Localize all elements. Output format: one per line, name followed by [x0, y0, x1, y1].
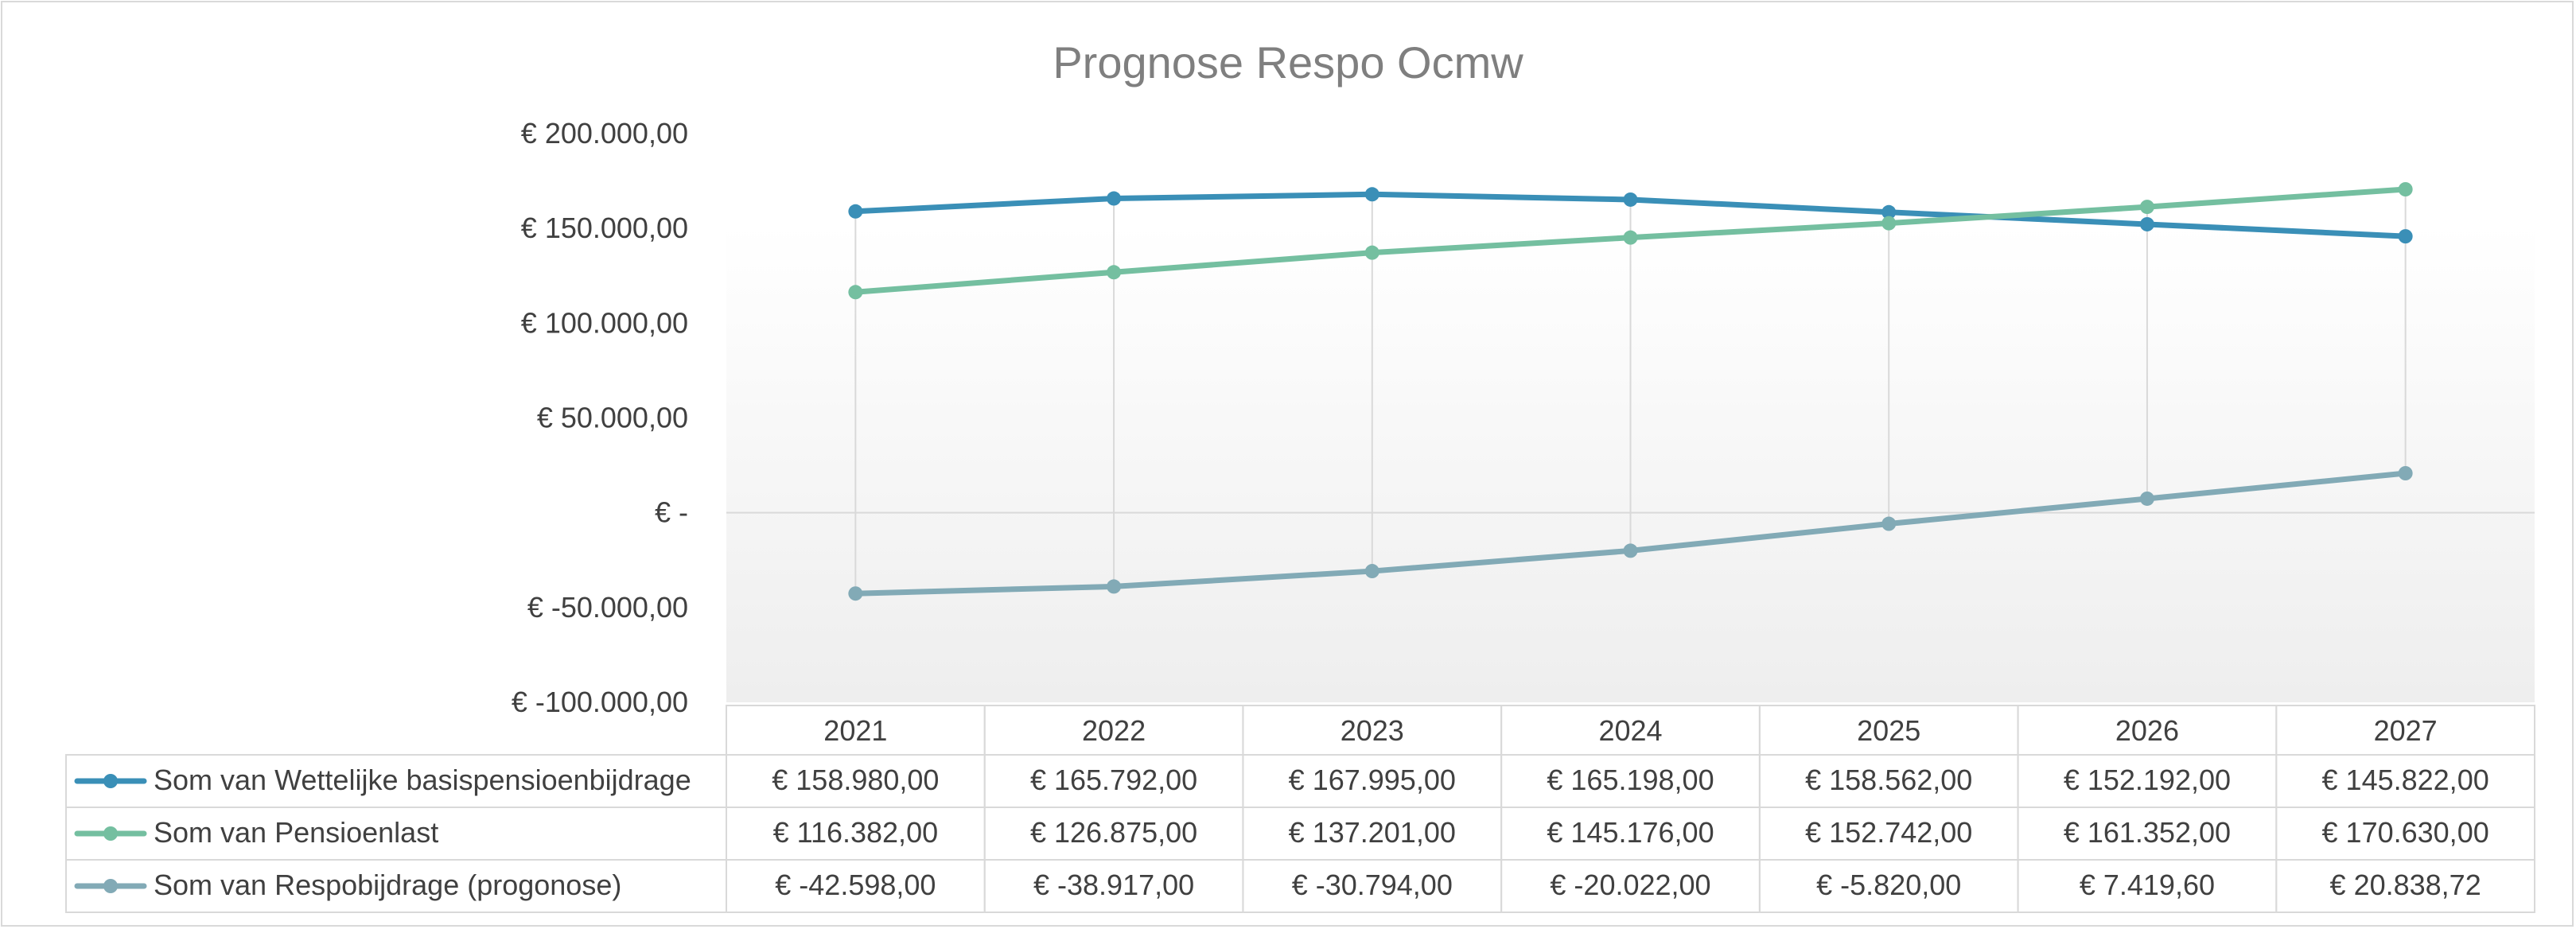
- data-point: [2139, 491, 2154, 506]
- data-point: [1881, 216, 1897, 231]
- x-tick-label: 2027: [2374, 714, 2438, 747]
- legend-marker: [103, 826, 118, 841]
- data-point: [848, 204, 863, 219]
- y-tick-label: € 150.000,00: [521, 212, 688, 244]
- data-label: € 165.198,00: [1547, 764, 1714, 796]
- x-tick-label: 2025: [1857, 714, 1920, 747]
- data-point: [848, 586, 863, 601]
- data-point: [1107, 191, 1122, 206]
- data-label: € 137.201,00: [1289, 816, 1456, 849]
- data-label: € 20.838,72: [2330, 869, 2481, 901]
- data-point: [2398, 229, 2413, 244]
- data-label: € 158.980,00: [772, 764, 939, 796]
- data-point: [1364, 245, 1379, 260]
- y-tick-label: € -: [655, 496, 688, 529]
- data-point: [1623, 543, 1638, 558]
- data-point: [848, 285, 863, 300]
- data-point: [2139, 200, 2154, 215]
- table-cell: [2275, 859, 2535, 913]
- data-point: [1623, 230, 1638, 245]
- legend-label: Som van Pensioenlast: [154, 816, 438, 849]
- data-label: € 152.742,00: [1805, 816, 1972, 849]
- data-point: [1623, 192, 1638, 207]
- data-label: € 165.792,00: [1030, 764, 1197, 796]
- data-point: [2398, 181, 2413, 196]
- data-label: € 116.382,00: [773, 816, 939, 849]
- data-label: € 126.875,00: [1030, 816, 1197, 849]
- y-tick-label: € 50.000,00: [537, 402, 688, 434]
- data-point: [1364, 564, 1379, 579]
- legend-label: Som van Wettelijke basispensioenbijdrage: [154, 764, 691, 796]
- data-point: [2139, 216, 2154, 231]
- data-point: [2398, 466, 2413, 481]
- y-tick-label: € -50.000,00: [527, 591, 688, 624]
- x-tick-label: 2026: [2115, 714, 2179, 747]
- data-label: € 152.192,00: [2064, 764, 2231, 796]
- data-point: [1107, 579, 1122, 594]
- data-label: € -20.022,00: [1550, 869, 1710, 901]
- data-point: [1107, 265, 1122, 280]
- data-label: € 161.352,00: [2064, 816, 2231, 849]
- data-label: € 145.176,00: [1547, 816, 1714, 849]
- legend-marker: [103, 879, 118, 893]
- y-tick-label: € 200.000,00: [521, 117, 688, 150]
- legend-label: Som van Respobijdrage (progonose): [154, 869, 621, 901]
- y-tick-label: € -100.000,00: [512, 686, 688, 718]
- x-tick-label: 2024: [1598, 714, 1662, 747]
- x-tick-label: 2023: [1341, 714, 1404, 747]
- data-label: € -38.917,00: [1033, 869, 1194, 901]
- x-tick-label: 2021: [823, 714, 887, 747]
- data-label: € 167.995,00: [1289, 764, 1456, 796]
- data-label: € -42.598,00: [775, 869, 936, 901]
- data-label: € 170.630,00: [2322, 816, 2489, 849]
- data-point: [1364, 187, 1379, 202]
- data-label: € -5.820,00: [1816, 869, 1961, 901]
- data-label: € 145.822,00: [2322, 764, 2489, 796]
- data-point: [1881, 516, 1897, 531]
- data-label: € 7.419,60: [2080, 869, 2215, 901]
- legend-marker: [103, 774, 118, 788]
- chart-title: Prognose Respo Ocmw: [1053, 37, 1523, 87]
- data-label: € -30.794,00: [1292, 869, 1453, 901]
- data-label: € 158.562,00: [1805, 764, 1972, 796]
- y-tick-label: € 100.000,00: [521, 306, 688, 339]
- x-tick-label: 2022: [1082, 714, 1146, 747]
- data-point: [1881, 204, 1897, 220]
